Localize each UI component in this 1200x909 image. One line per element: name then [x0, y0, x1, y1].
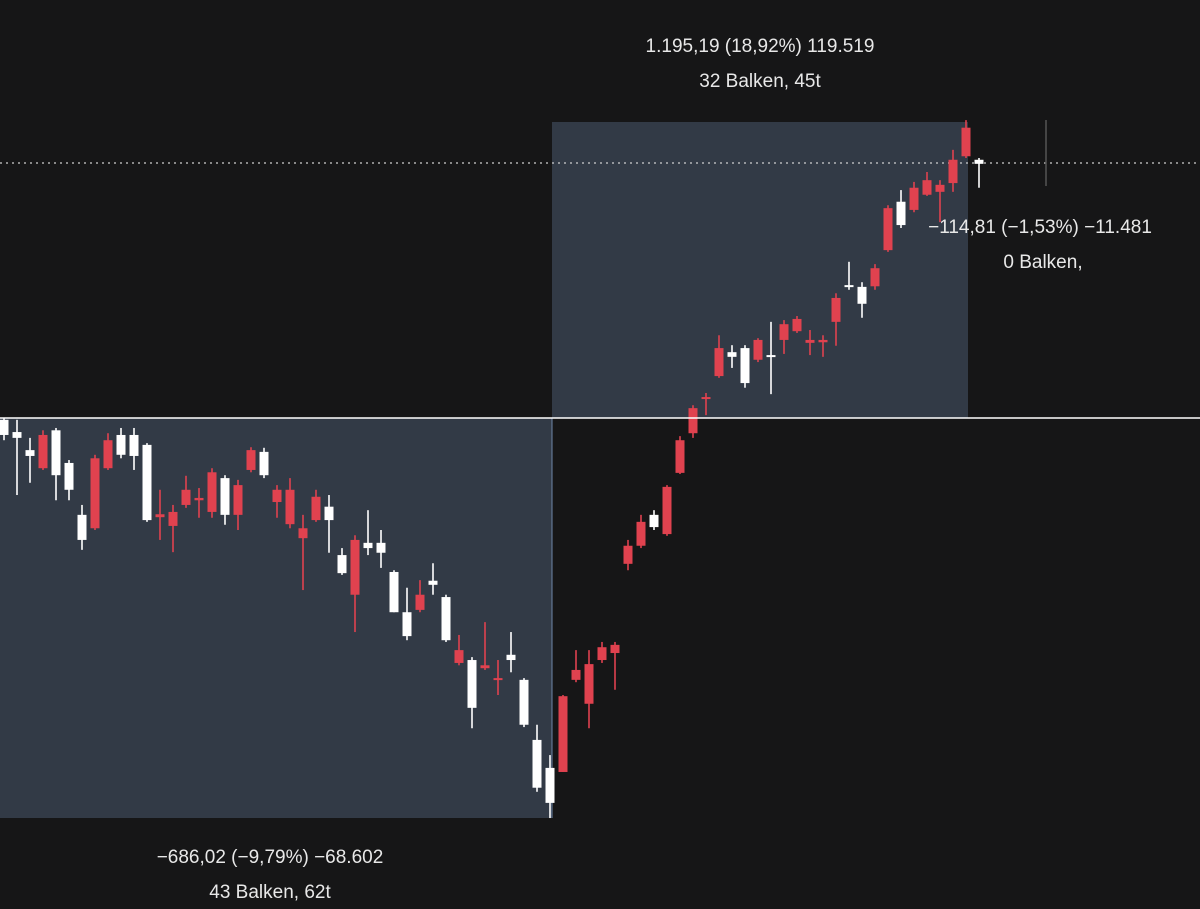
candle-body — [116, 434, 126, 455]
candle-body — [168, 511, 178, 526]
candle-body — [662, 486, 672, 535]
candle-body — [142, 444, 152, 521]
candle-body — [415, 594, 425, 610]
candle-body — [454, 650, 464, 663]
candle-body — [545, 767, 555, 803]
candle-body — [571, 669, 581, 680]
measure-label: 32 Balken, 45t — [699, 71, 821, 92]
annotations: 1.195,19 (18,92%) 119.519 32 Balken, 45t −… — [157, 36, 1152, 903]
candle-body — [818, 339, 828, 343]
candle-body — [363, 542, 373, 549]
candle-body — [194, 497, 204, 501]
candle-body — [220, 478, 230, 515]
candle-body — [311, 496, 321, 521]
candle-body — [597, 647, 607, 661]
candle-body — [792, 318, 802, 332]
candle-body — [870, 268, 880, 287]
candle-body — [233, 485, 243, 515]
candle-body — [584, 664, 594, 704]
candle-body — [389, 571, 399, 613]
candle-body — [129, 434, 139, 456]
candle-body — [285, 489, 295, 525]
candle-body — [506, 654, 516, 661]
measure-box — [0, 418, 552, 818]
measure-label: 0 Balken, — [1003, 252, 1082, 273]
measure-label: −686,02 (−9,79%) −68.602 — [157, 847, 384, 868]
candle-body — [727, 352, 737, 357]
candle-body — [51, 430, 61, 476]
candles — [0, 120, 984, 819]
candle-body — [350, 539, 360, 595]
candle-body — [649, 514, 659, 528]
candle-body — [12, 432, 22, 438]
candle-body — [740, 348, 750, 384]
candle-body — [753, 339, 763, 360]
candle-body — [272, 489, 282, 503]
candle-body — [805, 339, 815, 343]
candle-body — [701, 397, 711, 400]
candle-body — [337, 555, 347, 574]
candle-body — [259, 451, 269, 476]
candle-body — [922, 180, 932, 195]
candle-body — [714, 348, 724, 377]
candle-body — [610, 644, 620, 654]
candle-body — [0, 419, 9, 435]
candle-body — [883, 208, 893, 251]
candle-body — [636, 521, 646, 546]
candle-body — [493, 678, 503, 681]
candle-body — [467, 660, 477, 708]
candle-body — [246, 450, 256, 470]
candle-body — [896, 201, 906, 226]
candle-body — [948, 159, 958, 184]
candle-body — [675, 440, 685, 473]
candle-body — [974, 159, 984, 164]
candle-body — [155, 514, 165, 518]
candle-body — [376, 542, 386, 553]
candle-body — [428, 580, 438, 585]
candle-body — [441, 597, 451, 641]
measure-label: −114,81 (−1,53%) −11.481 — [928, 217, 1152, 238]
candle-body — [298, 528, 308, 539]
measure-label: 43 Balken, 62t — [209, 882, 331, 903]
candle-body — [64, 462, 74, 490]
candle-body — [831, 297, 841, 322]
candle-body — [38, 434, 48, 469]
candle-body — [90, 458, 100, 529]
measure-label: 1.195,19 (18,92%) 119.519 — [646, 36, 875, 57]
candle-body — [909, 187, 919, 210]
candle-body — [558, 696, 568, 772]
candle-body — [181, 489, 191, 505]
candle-body — [532, 739, 542, 788]
candle-body — [324, 506, 334, 521]
candle-body — [935, 184, 945, 192]
candle-body — [480, 665, 490, 669]
candle-body — [77, 514, 87, 540]
candle-body — [688, 408, 698, 434]
candle-body — [623, 545, 633, 564]
candle-body — [207, 472, 217, 512]
candle-body — [402, 612, 412, 637]
candle-body — [766, 355, 776, 358]
candle-body — [961, 127, 971, 157]
candle-body — [844, 285, 854, 288]
candle-body — [779, 324, 789, 340]
measure-box — [552, 122, 968, 418]
candle-body — [857, 286, 867, 304]
candle-body — [25, 450, 35, 456]
candle-body — [103, 440, 113, 469]
candle-body — [519, 679, 529, 725]
